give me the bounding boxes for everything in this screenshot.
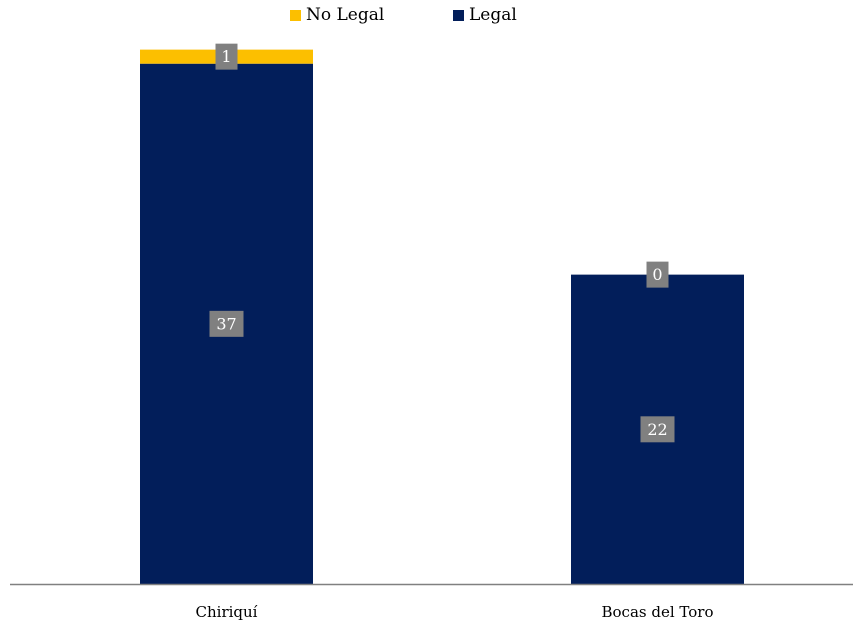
data-label-no-legal-bocas-del-toro: 0 — [646, 261, 669, 288]
data-label-no-legal-chiriqui: 1 — [215, 43, 238, 70]
data-label-legal-bocas-del-toro: 22 — [640, 416, 675, 443]
data-labels-layer: 37 1 22 0 — [209, 43, 675, 443]
legend-item-legal: Legal — [453, 5, 517, 25]
legend-swatch-legal — [453, 9, 464, 21]
data-label-box — [646, 261, 669, 288]
category-label-chiriqui: Chiriquí — [196, 603, 258, 621]
data-label-legal-chiriqui: 37 — [209, 310, 244, 337]
category-label-bocas-del-toro: Bocas del Toro — [602, 603, 714, 621]
legend-item-no-legal: No Legal — [290, 5, 384, 25]
data-label-value: 37 — [216, 314, 236, 333]
data-label-box — [640, 416, 675, 443]
data-label-box — [215, 43, 238, 70]
category-labels-layer: Chiriquí Bocas del Toro — [196, 603, 714, 621]
legend-swatch-no-legal — [290, 9, 301, 21]
data-label-box — [209, 310, 244, 337]
legend-label-legal: Legal — [469, 5, 517, 25]
data-label-value: 0 — [652, 265, 662, 284]
data-label-value: 22 — [647, 420, 667, 439]
legend: No Legal Legal — [0, 5, 863, 31]
data-label-value: 1 — [221, 47, 231, 66]
legend-label-no-legal: No Legal — [306, 5, 385, 25]
